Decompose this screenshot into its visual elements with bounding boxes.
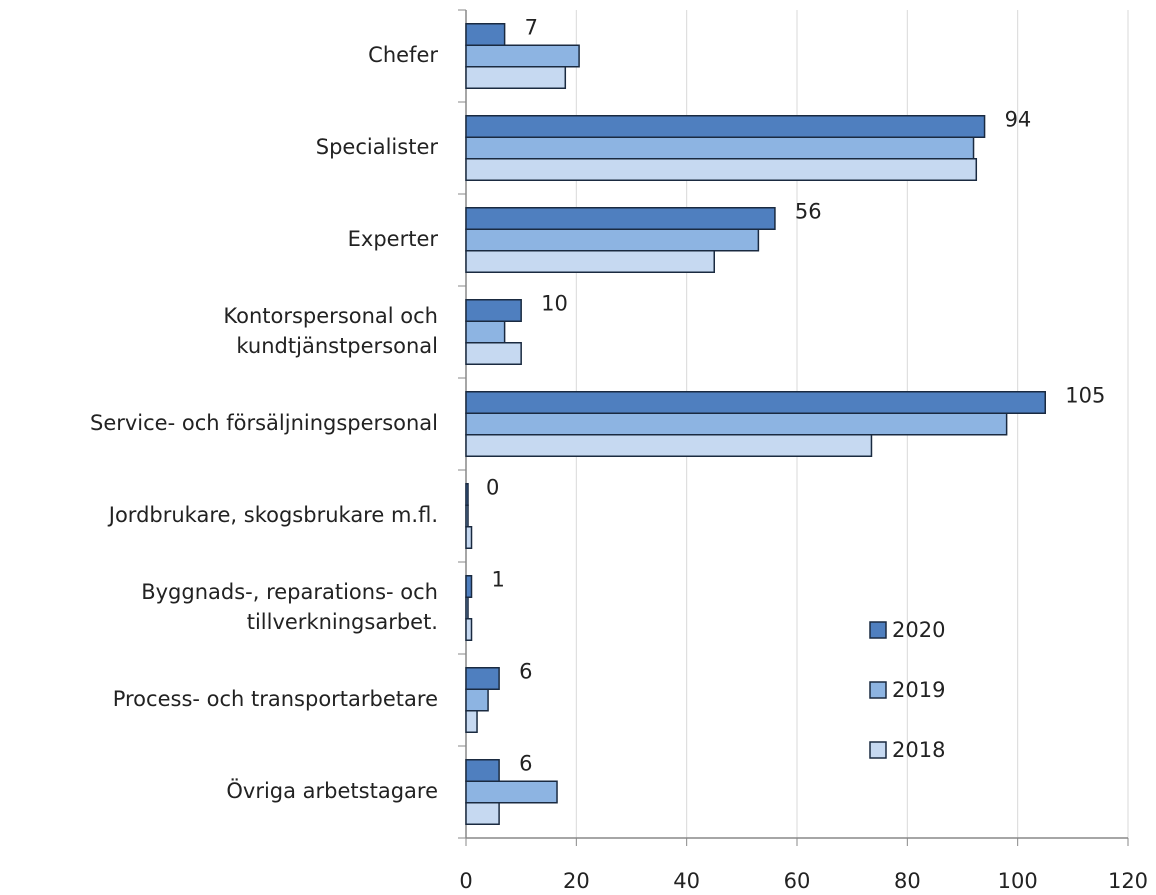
bar xyxy=(465,299,522,322)
data-label: 6 xyxy=(519,752,532,776)
data-label: 7 xyxy=(525,16,538,40)
data-label: 0 xyxy=(486,476,499,500)
x-tick-label: 80 xyxy=(894,869,921,893)
bar xyxy=(465,618,473,641)
bar xyxy=(465,434,873,457)
category-label: Process- och transportarbetare xyxy=(113,687,438,711)
legend-swatch xyxy=(869,741,887,759)
category-label: kundtjänstpersonal xyxy=(236,334,438,358)
data-label: 56 xyxy=(795,200,822,224)
bar xyxy=(465,228,760,252)
bar xyxy=(465,115,986,138)
data-label: 1 xyxy=(492,568,505,592)
bar xyxy=(465,136,975,160)
category-label: tillverkningsarbet. xyxy=(247,610,438,634)
legend-label: 2020 xyxy=(892,618,945,642)
bar xyxy=(465,391,1046,414)
category-label: Byggnads-, reparations- och xyxy=(141,580,438,604)
category-label: Service- och försäljningspersonal xyxy=(90,411,438,435)
bar xyxy=(465,710,478,733)
bar xyxy=(465,667,500,690)
category-label: Specialister xyxy=(316,135,439,159)
bar xyxy=(465,504,469,528)
category-label: Kontorspersonal och xyxy=(223,304,438,328)
legend-swatch xyxy=(869,681,887,699)
bar xyxy=(465,596,469,620)
category-label: Chefer xyxy=(368,43,438,67)
legend-label: 2018 xyxy=(892,738,945,762)
bar xyxy=(465,688,489,712)
data-label: 94 xyxy=(1005,108,1032,132)
bar xyxy=(465,575,473,598)
category-label: Jordbrukare, skogsbrukare m.fl. xyxy=(107,503,438,527)
bar xyxy=(465,320,506,344)
bar xyxy=(465,759,500,782)
data-label: 6 xyxy=(519,660,532,684)
category-label: Övriga arbetstagare xyxy=(226,778,438,803)
x-tick-label: 100 xyxy=(998,869,1038,893)
bar xyxy=(465,412,1008,436)
data-label: 105 xyxy=(1065,384,1105,408)
category-label: Experter xyxy=(348,227,439,251)
bar xyxy=(465,250,715,273)
bar xyxy=(465,158,978,181)
x-tick-label: 60 xyxy=(784,869,811,893)
x-tick-label: 0 xyxy=(459,869,472,893)
bar xyxy=(465,207,776,230)
bar xyxy=(465,44,580,68)
legend-swatch xyxy=(869,621,887,639)
bar xyxy=(465,780,558,804)
legend-label: 2019 xyxy=(892,678,945,702)
bar xyxy=(465,483,469,506)
bar xyxy=(465,342,522,365)
x-tick-label: 120 xyxy=(1108,869,1148,893)
x-tick-label: 20 xyxy=(563,869,590,893)
bar xyxy=(465,526,473,549)
data-label: 10 xyxy=(541,292,568,316)
bar xyxy=(465,802,500,825)
bar xyxy=(465,23,506,46)
x-tick-label: 40 xyxy=(673,869,700,893)
bar xyxy=(465,66,567,89)
